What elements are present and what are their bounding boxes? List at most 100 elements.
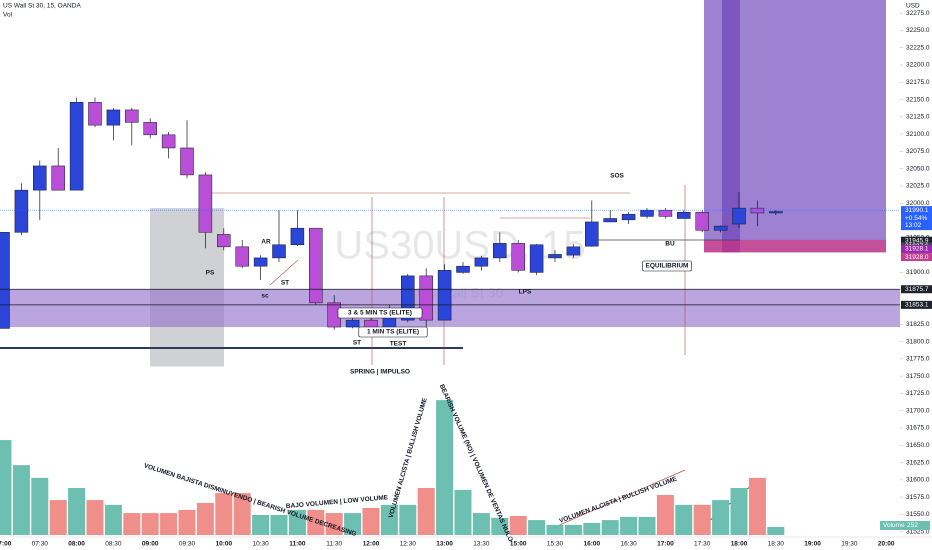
annotation: TEST [390,341,407,348]
candle-body [437,270,452,321]
volume-bar [656,495,674,535]
candle-body [695,212,709,231]
y-tick-label: 32000.0 [906,200,930,207]
volume-label-box [880,521,930,530]
candle-body [253,257,268,267]
volume-bar [215,493,233,535]
annotation: LPS [519,289,532,296]
price-axis [900,0,932,550]
x-tick-label: 11:00 [289,541,306,548]
volume-bar [123,513,141,535]
volume-bar [0,440,12,535]
volume-bar [68,488,86,535]
volume-bar [288,509,306,535]
volume-bar [509,515,527,535]
axes: 31525.0 31550.0 31575.0 31600.0 31625.0 31650… [0,10,932,548]
y-tick-label: 32125.0 [906,114,930,121]
countdown: 13:02 [905,222,922,229]
x-tick-label: 07:30 [32,541,49,548]
annotation: sc [261,293,269,300]
chart-title: US Wall St 30, 15, OANDA [3,3,81,10]
candle-body [511,243,525,271]
volume-bar [546,524,564,535]
y-tick-label: 31550.0 [906,511,930,518]
x-tick-label: 15:30 [547,541,564,548]
candle-body [143,122,157,136]
x-tick-label: 10:00 [215,541,232,548]
price-label: 31875.7 [905,286,929,293]
candle-body [732,207,746,225]
x-tick-label: 07:00 [0,541,12,548]
x-tick-label: 12:00 [363,541,380,548]
y-tick-label: 32225.0 [906,44,930,51]
annotation-box [337,307,423,319]
volume-bar [380,504,398,535]
x-tick-label: 15:00 [510,541,527,548]
volume-bar [141,513,159,535]
y-tick-label: 32025.0 [906,183,930,190]
price-label-box [901,253,932,262]
y-tick-label: 31750.0 [906,373,930,380]
volume-bar [638,516,656,535]
x-tick-label: 09:30 [179,541,196,548]
annotation: 3 & 5 MIN TS (ELITE) [348,310,412,317]
y-tick-label: 31575.0 [906,494,930,501]
candle-body [161,134,176,149]
volume-bar [344,513,362,535]
annotation: PS [206,270,215,277]
x-tick-label: 12:30 [400,541,417,548]
volume-name: Volume [883,522,905,529]
candle-body [769,211,783,214]
candle-body [0,232,10,329]
candle-body [474,257,489,267]
volume-bar [583,522,601,535]
price-label-box [901,236,932,245]
volume-bar [748,477,766,535]
x-tick-label: 11:30 [326,541,342,548]
x-tick-label: 19:00 [804,541,821,548]
annotation: SPRING | IMPULSO [350,369,410,376]
candle-body [566,246,581,256]
y-tick-label: 31725.0 [906,390,930,397]
candle-body [198,174,213,233]
volume-title: Vol [3,12,13,19]
volume-bar [196,502,214,535]
candle-body [180,147,194,176]
volume-bar [233,493,251,535]
y-tick-label: 32150.0 [906,96,930,103]
candle-body [603,218,617,223]
volume-bar [620,516,638,535]
volume-bar [417,488,435,535]
y-tick-label: 32175.0 [906,79,930,86]
x-tick-label: 19:30 [841,541,858,548]
price-label-box [901,285,932,294]
candle-body [456,265,470,273]
trend-line [269,259,299,286]
volume-bar [31,477,49,535]
x-tick-label: 17:30 [694,541,711,548]
annotation-box [358,326,428,338]
x-tick-label: 18:30 [768,541,785,548]
x-tick-label: 16:00 [583,541,600,548]
candle-body [217,234,231,248]
currency: USD [906,3,920,10]
y-tick-label: 31775.0 [906,356,930,363]
candle-body [621,214,636,221]
zone [150,208,224,367]
annotation: BU [665,241,675,248]
price-label-box [901,206,932,231]
price-change: +0.54% [905,215,927,222]
candle-body [88,102,102,126]
x-tick-label: 10:30 [252,541,269,548]
candle-body [493,243,507,259]
volume-bar [178,509,196,535]
x-tick-label: 18:00 [731,541,748,548]
volume-bar [472,513,490,535]
y-tick-label: 31625.0 [906,459,930,466]
candle-body [125,109,139,123]
annotation: ST [353,340,361,347]
x-tick-label: 13:00 [436,541,453,548]
y-tick-label: 32100.0 [906,131,930,138]
y-tick-label: 31700.0 [906,407,930,414]
candle-body [51,165,65,191]
